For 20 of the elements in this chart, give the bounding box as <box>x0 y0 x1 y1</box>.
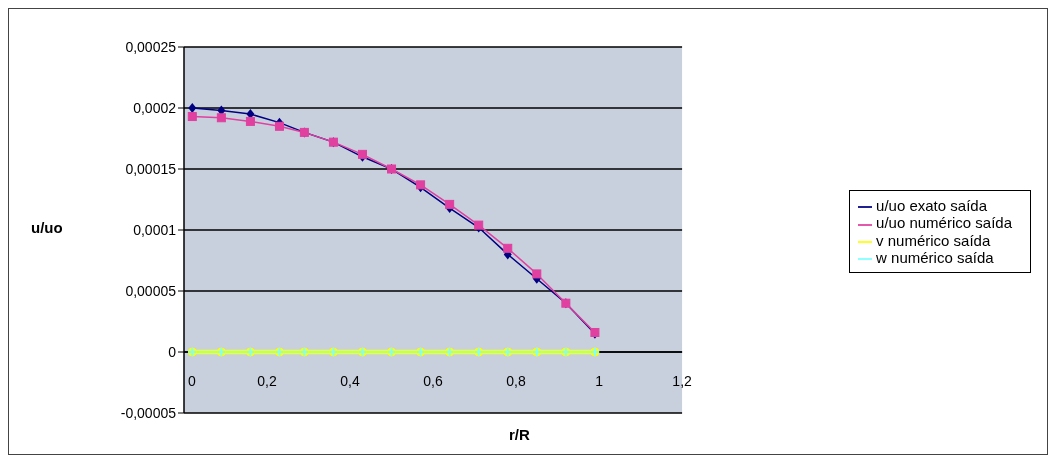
x-tick-label: 1,2 <box>672 372 693 389</box>
y-tick-label: 0,0002 <box>133 99 177 116</box>
y-tick-label: 0 <box>168 343 177 360</box>
x-tick-label: 0,2 <box>257 372 277 389</box>
legend-label: w numérico saída <box>876 248 994 266</box>
x-tick-label: 0,8 <box>506 372 526 389</box>
y-tick-label: 0,00005 <box>125 282 177 299</box>
y-axis-title: u/uo <box>31 218 63 236</box>
x-tick-label: 0 <box>188 372 197 389</box>
legend-label: u/uo exato saída <box>876 197 987 215</box>
y-tick-label: 0,00025 <box>125 38 177 55</box>
y-tick-label: -0,00005 <box>120 404 177 421</box>
x-tick-label: 0,4 <box>340 372 360 389</box>
x-tick-label: 0,6 <box>423 372 443 389</box>
legend-label: v numérico saída <box>876 231 991 249</box>
y-tick-label: 0,00015 <box>125 160 177 177</box>
legend-label: u/uo numérico saída <box>876 214 1012 232</box>
x-axis-title: r/R <box>509 426 530 443</box>
y-tick-label: 0,0001 <box>133 221 177 238</box>
x-tick-label: 1 <box>595 372 604 389</box>
